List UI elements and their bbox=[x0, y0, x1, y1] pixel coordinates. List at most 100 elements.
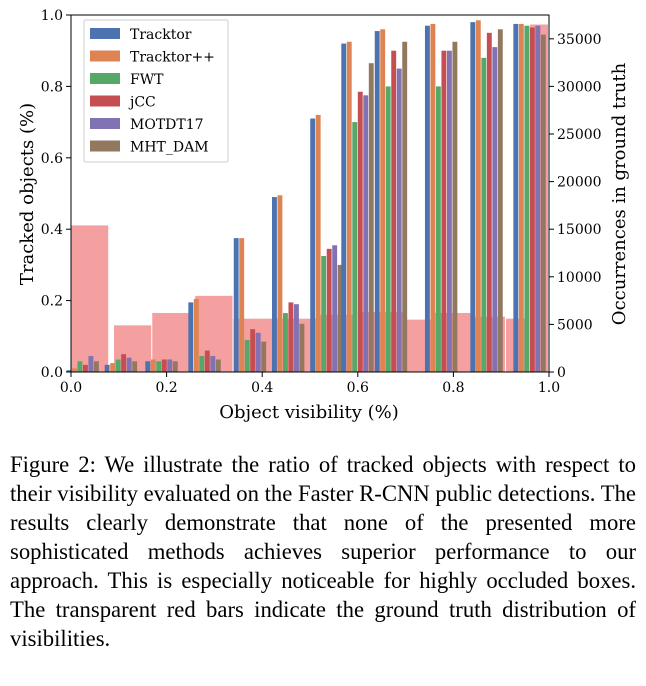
series-bar bbox=[321, 255, 327, 372]
x-tick-label: 0.8 bbox=[442, 380, 464, 396]
series-bar bbox=[167, 359, 173, 372]
y-right-tick-label: 20000 bbox=[557, 175, 602, 191]
series-bar bbox=[352, 122, 358, 372]
series-bar bbox=[337, 264, 343, 372]
y-axis-left-ticks: 0.0 0.2 0.4 0.6 0.8 1.0 bbox=[41, 8, 71, 381]
series-bar bbox=[446, 50, 452, 372]
figure-caption: Figure 2: We illustrate the ratio of tra… bbox=[10, 452, 636, 651]
series-bar bbox=[145, 361, 151, 372]
series-bar bbox=[77, 361, 83, 372]
series-bar bbox=[244, 339, 250, 372]
legend-swatch bbox=[90, 28, 120, 39]
series-bar bbox=[293, 304, 299, 372]
series-bar bbox=[475, 20, 481, 372]
series-bar bbox=[150, 359, 156, 372]
x-axis-ticks: 0.0 0.2 0.4 0.6 0.8 1.0 bbox=[60, 372, 560, 396]
series-bar bbox=[529, 27, 535, 373]
legend-swatch bbox=[90, 140, 120, 152]
series-bar bbox=[326, 248, 332, 372]
legend-swatch bbox=[90, 95, 120, 107]
series-bar bbox=[535, 25, 541, 373]
y-right-tick-label: 5000 bbox=[557, 317, 593, 333]
y-right-tick-label: 35000 bbox=[557, 32, 602, 48]
series-bar bbox=[193, 298, 199, 372]
ground-truth-bar bbox=[71, 225, 109, 372]
series-bar bbox=[210, 355, 216, 372]
series-bar bbox=[435, 86, 441, 373]
y-right-tick-label: 0 bbox=[557, 365, 566, 381]
series-bar bbox=[441, 50, 447, 372]
y-right-tick-label: 10000 bbox=[557, 270, 602, 286]
x-tick-label: 0.2 bbox=[155, 380, 177, 396]
series-bar bbox=[71, 368, 77, 372]
series-bar bbox=[239, 238, 245, 372]
series-bar bbox=[310, 118, 316, 372]
series-bar bbox=[204, 350, 210, 372]
legend-swatch bbox=[90, 118, 120, 129]
y-axis-right-label: Occurrences in ground truth bbox=[609, 62, 630, 325]
series-bar bbox=[233, 238, 239, 372]
series-bar bbox=[288, 302, 294, 372]
series-bar bbox=[199, 355, 205, 372]
y-axis-left-label: Tracked objects (%) bbox=[17, 103, 38, 285]
legend-label: FWT bbox=[130, 72, 164, 88]
series-bar bbox=[93, 361, 99, 372]
series-bar bbox=[513, 23, 519, 373]
series-bar bbox=[88, 355, 94, 372]
series-bar bbox=[470, 22, 476, 372]
series-bar bbox=[430, 23, 436, 373]
x-tick-label: 1.0 bbox=[538, 380, 560, 396]
y-tick-label: 0.4 bbox=[41, 222, 63, 238]
series-bar bbox=[156, 361, 162, 372]
plot-frame bbox=[70, 14, 550, 373]
legend-label: Tracktor++ bbox=[130, 50, 215, 66]
series-bar bbox=[172, 361, 178, 372]
x-tick-label: 0.0 bbox=[60, 380, 82, 396]
y-tick-label: 0.8 bbox=[41, 79, 63, 95]
series-bar bbox=[374, 31, 380, 372]
series-bar bbox=[126, 357, 132, 372]
series-bar bbox=[132, 361, 138, 372]
series-bar bbox=[424, 25, 430, 373]
y-right-tick-label: 15000 bbox=[557, 222, 602, 238]
series-bar bbox=[346, 41, 352, 373]
series-bar bbox=[391, 50, 397, 372]
legend-label: MOTDT17 bbox=[130, 117, 204, 133]
series-bar bbox=[121, 354, 127, 372]
series-bar bbox=[492, 47, 498, 372]
series-bar bbox=[385, 86, 391, 373]
visibility-bar-chart: 0.0 0.2 0.4 0.6 0.8 1.0 0.0 0.2 0.4 0.6 0.8 1.0 0 5… bbox=[17, 8, 630, 423]
series-bar bbox=[368, 63, 374, 372]
series-bar bbox=[261, 341, 267, 372]
y-right-tick-label: 25000 bbox=[557, 127, 602, 143]
series-bar bbox=[380, 29, 386, 373]
series-bar bbox=[215, 359, 221, 372]
y-axis-right-ticks: 0 5000 10000 15000 20000 25000 30000 35000 bbox=[549, 32, 602, 381]
series-bar bbox=[115, 359, 121, 372]
series-bar bbox=[540, 34, 546, 372]
series-bar bbox=[271, 197, 277, 372]
series-bar bbox=[518, 23, 524, 373]
legend-swatch bbox=[90, 50, 120, 62]
y-tick-label: 0.0 bbox=[41, 365, 63, 381]
series-bar bbox=[497, 29, 503, 373]
series-bar bbox=[282, 313, 288, 372]
series-bar bbox=[486, 32, 492, 372]
series-bar bbox=[452, 41, 458, 373]
y-tick-label: 0.6 bbox=[41, 151, 63, 167]
x-axis-label: Object visibility (%) bbox=[219, 402, 399, 423]
series-bar bbox=[250, 329, 256, 372]
series-bar bbox=[524, 25, 530, 373]
series-bar bbox=[255, 332, 261, 372]
series-bar bbox=[110, 363, 116, 372]
series-bar bbox=[188, 302, 194, 372]
series-bar bbox=[299, 323, 305, 372]
x-tick-label: 0.4 bbox=[251, 380, 273, 396]
legend-label: jCC bbox=[128, 95, 156, 111]
series-bar bbox=[161, 359, 167, 372]
y-right-tick-label: 30000 bbox=[557, 79, 602, 95]
series-bar bbox=[481, 57, 487, 373]
series-bars bbox=[66, 20, 546, 373]
series-bar bbox=[104, 364, 110, 372]
legend-swatch bbox=[90, 73, 120, 84]
